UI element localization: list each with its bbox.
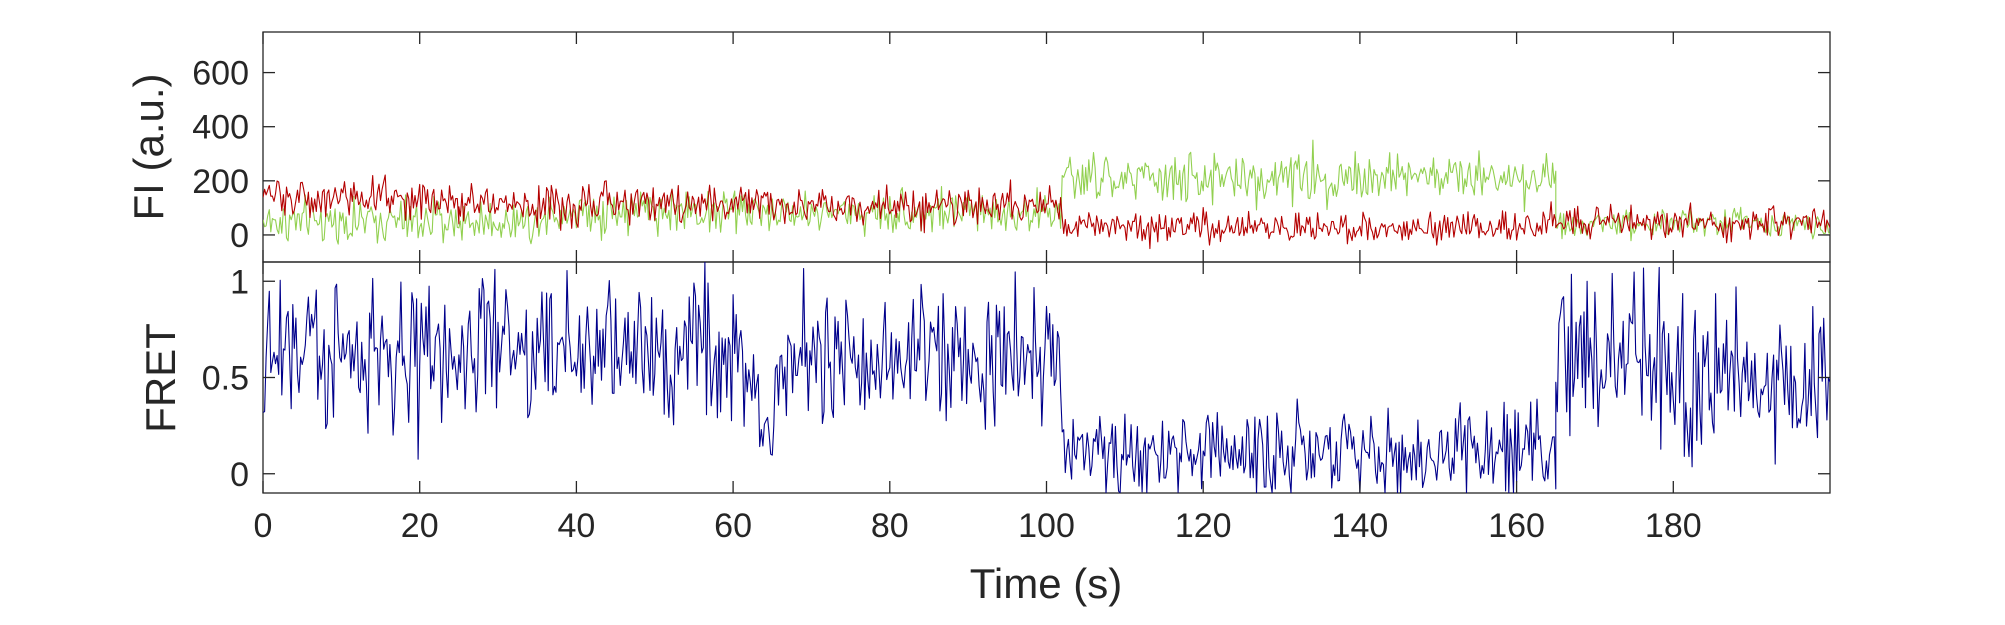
- time-x-tick-label: 100: [1018, 507, 1075, 545]
- fluorescence-y-tick-label: 0: [230, 217, 249, 255]
- fluorescence-y-ticks: 0 200 400 600: [192, 32, 1830, 262]
- fluorescence-y-tick-label: 600: [192, 55, 249, 93]
- time-x-tick-label: 40: [557, 507, 595, 545]
- fluorescence-y-tick-label: 200: [192, 163, 249, 201]
- time-x-tick-label: 20: [401, 507, 439, 545]
- fret-y-tick-label: 0.5: [202, 360, 249, 398]
- fret-y-axis-label: FRET: [137, 323, 184, 433]
- fluorescence-y-tick-label: 400: [192, 109, 249, 147]
- time-x-tick-label: 160: [1488, 507, 1545, 545]
- acceptor-trace: [263, 174, 1830, 250]
- time-x-axis-label: Time (s): [970, 560, 1122, 607]
- time-x-ticks: 0 20 40 60 80 100 120 140 160 180: [254, 262, 1702, 545]
- fluorescence-y-axis-label: FI (a.u.): [125, 73, 172, 220]
- fluorescence-axes-frame: [262, 31, 1831, 263]
- fret-traces: [263, 262, 1830, 493]
- fret-y-tick-label: 1: [230, 263, 249, 301]
- time-x-tick-label: 80: [871, 507, 909, 545]
- fret-trace: [263, 262, 1830, 493]
- fluorescence-traces: [263, 139, 1830, 250]
- fret-panel: 00.51 0 20 40 60 80 100 120 140 160 180 FRET Time…: [137, 261, 1831, 607]
- fluorescence-panel: 0 200 400 600 FI (a.u.): [125, 31, 1831, 263]
- time-x-tick-label: 0: [254, 507, 273, 545]
- time-x-tick-label: 60: [714, 507, 752, 545]
- time-x-tick-label: 180: [1645, 507, 1702, 545]
- time-x-tick-label: 120: [1175, 507, 1232, 545]
- time-x-tick-label: 140: [1332, 507, 1389, 545]
- donor-trace: [263, 139, 1830, 245]
- fret-y-tick-label: 0: [230, 456, 249, 494]
- fret-y-ticks: 00.51: [202, 263, 1830, 494]
